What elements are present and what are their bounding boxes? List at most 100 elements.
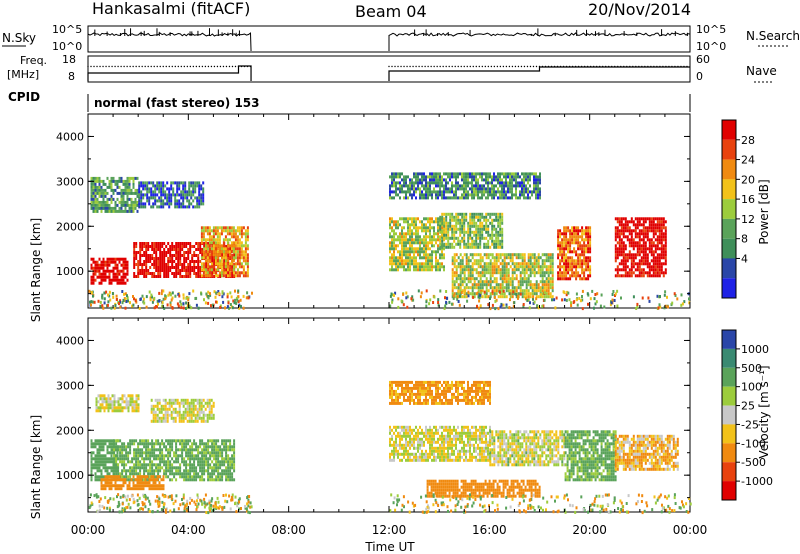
nave-dot [635, 65, 637, 68]
nave-dot [599, 65, 601, 68]
colorbar-tick-label: 16 [741, 193, 755, 206]
nave-dot [183, 65, 186, 68]
nave-dot [583, 65, 586, 68]
nave-dot [505, 65, 508, 68]
nave-dot [141, 65, 143, 68]
colorbar-tick-label: -500 [741, 456, 766, 469]
colorbar-swatch [722, 462, 736, 482]
nave-dot [96, 65, 98, 68]
colorbar-tick-label: 28 [741, 134, 755, 147]
ytick-label: 2000 [56, 220, 84, 233]
nave-dot [577, 65, 580, 68]
nave-dot [442, 65, 444, 68]
nave-dot [249, 65, 252, 68]
colorbar-swatch [722, 405, 736, 425]
nave-dot [562, 65, 565, 68]
nave-dot [195, 65, 198, 68]
colorbar-swatch [722, 386, 736, 406]
nave-dot [147, 65, 149, 68]
nave-dot [668, 65, 670, 68]
nave-dot [559, 65, 562, 68]
nave-dot [388, 65, 390, 68]
data-region [489, 430, 566, 467]
nave-dot [400, 65, 402, 68]
nave-dot [421, 65, 423, 68]
xtick-label: 16:00 [472, 523, 507, 537]
data-region [557, 226, 592, 281]
data-region [138, 181, 205, 209]
nave-dot [592, 65, 595, 68]
nave-dot [105, 65, 107, 68]
nave-dot [650, 65, 652, 68]
colorbar-swatch [722, 159, 736, 180]
nave-dot [538, 65, 541, 68]
ytick-label: 3000 [56, 175, 84, 188]
nave-dot [487, 65, 490, 68]
nave-dot [493, 65, 496, 68]
ytick-label: 1000 [56, 265, 84, 278]
ground-scatter-noise [88, 493, 253, 515]
nave-dot [207, 65, 210, 68]
data-region [389, 172, 541, 200]
nave-dot [605, 65, 607, 68]
nave-dot [397, 65, 399, 68]
colorbar-swatch [722, 330, 736, 349]
colorbar-tick-label: 24 [741, 154, 755, 167]
nave-dot [138, 65, 140, 68]
nave-dot [219, 65, 222, 68]
nsky-line [87, 32, 691, 52]
power-ylabel: Slant Range [km] [29, 218, 43, 322]
velocity-colorbar: 1000 500 100 25 -25 -100 -500 -1000 [721, 329, 773, 501]
colorbar-tick-label: 12 [741, 213, 755, 226]
nave-dot [445, 65, 447, 68]
nave-dot [90, 65, 92, 68]
nave-dot [222, 65, 225, 68]
colorbar-tick-label: 1000 [741, 343, 769, 356]
nave-dot [189, 65, 192, 68]
nave-dot [174, 65, 176, 68]
colorbar-swatch [722, 278, 736, 298]
nave-dot [611, 65, 613, 68]
nave-label: Nave [746, 64, 777, 78]
freq-tick-top: 18 [62, 53, 76, 66]
nave-tick-bottom: 0 [696, 70, 703, 83]
nave-dot [394, 65, 396, 68]
nave-dot [111, 65, 113, 68]
nave-dot [123, 65, 125, 68]
nave-dot [162, 65, 164, 68]
nave-dot [240, 65, 243, 68]
nave-dot [237, 65, 240, 68]
nave-dot [547, 65, 550, 68]
nave-dot [243, 65, 246, 68]
xtick-label: 00:00 [673, 523, 708, 537]
nave-dot [216, 65, 219, 68]
nave-dot [153, 65, 155, 68]
nave-dot [225, 65, 228, 68]
panel-frame [87, 113, 691, 309]
nave-dot [433, 65, 435, 68]
data-region [90, 257, 129, 285]
nave-dot [204, 65, 207, 68]
nsearch-tick-bottom: 10^0 [696, 40, 726, 53]
power-panel: 4000 3000 2000 1000 [56, 113, 691, 311]
nave-dot [415, 65, 417, 68]
colorbar-swatch [722, 481, 736, 500]
data-region [451, 253, 554, 299]
nave-dot [171, 65, 173, 68]
ytick-label: 2000 [56, 424, 84, 437]
nave-dot [201, 65, 204, 68]
colorbar-swatch [722, 179, 736, 200]
xtick-label: 00:00 [71, 523, 106, 537]
freq-tick-bottom: 8 [68, 70, 75, 83]
ground-scatter-noise [88, 289, 253, 310]
nave-dot [186, 65, 189, 68]
nave-dot [165, 65, 167, 68]
nave-dot [481, 65, 484, 68]
nave-dot [629, 65, 631, 68]
colorbar-tick-label: 4 [741, 252, 748, 265]
colorbar-tick-label: -1000 [741, 475, 773, 488]
nave-dot [120, 65, 122, 68]
nave-dot [529, 65, 532, 68]
colorbar-swatch [722, 120, 736, 140]
ground-scatter-noise [389, 289, 691, 311]
